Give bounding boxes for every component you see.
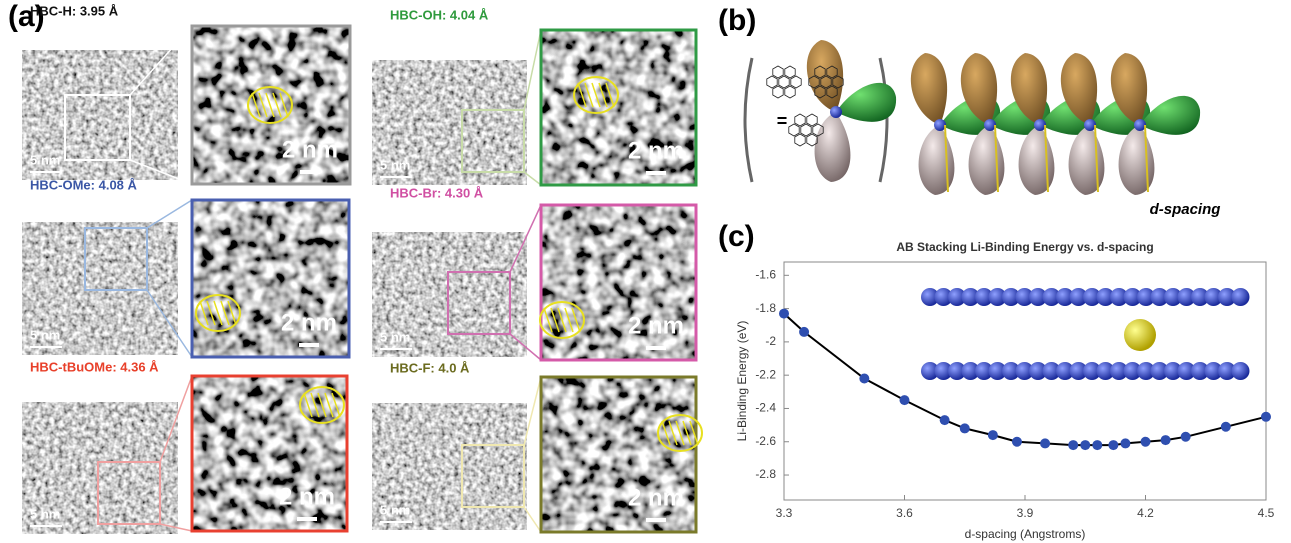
data-point [1080,440,1090,450]
x-tick-label: 4.5 [1258,506,1275,520]
molecule-ring [801,124,811,136]
data-point [1068,440,1078,450]
data-point [1181,432,1191,442]
y-tick-label: -2 [765,334,776,348]
molecule-ring [791,76,801,88]
y-axis-title: Li-Binding Energy (eV) [735,321,749,442]
data-point [940,415,950,425]
molecule-ring [785,66,795,78]
data-point [1120,438,1130,448]
molecule-ring [779,76,789,88]
scale-label: 5 nm [380,329,410,344]
data-point [1092,440,1102,450]
chart: AB Stacking Li-Binding Energy vs. d-spac… [735,240,1274,541]
data-point [779,309,789,319]
scale-label: 2 nm [628,137,684,164]
x-tick-label: 3.9 [1017,506,1034,520]
y-tick-label: -2.4 [755,401,776,415]
scale-label: 2 nm [628,484,684,511]
inset-atom [1232,288,1250,306]
scale-label: 2 nm [281,309,337,336]
data-point [1012,437,1022,447]
scale-label: 2 nm [628,312,684,339]
molecule-ring [795,134,805,146]
inset-atom [1232,362,1250,380]
svg-text:=: = [777,111,788,131]
molecule-ring [807,114,817,126]
data-point [1141,437,1151,447]
molecule-ring [789,124,799,136]
molecule-ring [807,134,817,146]
y-tick-label: -2.2 [755,367,776,381]
spacing-label: d-spacing [1150,201,1221,218]
y-tick-label: -2.8 [755,467,776,481]
y-tick-label: -2.6 [755,434,776,448]
data-point [1108,440,1118,450]
molecule-ring [767,76,777,88]
scale-label: 5 nm [30,506,60,521]
data-point [900,395,910,405]
molecule-panel: = d-spacing [745,40,1220,218]
data-point [1261,412,1271,422]
x-tick-label: 3.6 [896,506,913,520]
data-point [1221,422,1231,432]
data-point [1161,435,1171,445]
panel-label: (c) [718,220,755,253]
x-tick-label: 4.2 [1137,506,1154,520]
scale-label: 5 nm [30,327,60,342]
inset-li-atom [1124,319,1156,351]
chart-title: AB Stacking Li-Binding Energy vs. d-spac… [896,240,1153,254]
scale-label: 5 nm [380,502,410,517]
sample-label: HBC-F: 4.0 Å [390,360,470,375]
x-axis-title: d-spacing (Angstroms) [965,527,1086,541]
sample-label: HBC-H: 3.95 Å [30,3,119,18]
panel-label: (b) [718,4,756,37]
data-point [799,327,809,337]
data-point [859,374,869,384]
scale-label: 2 nm [282,136,338,163]
y-tick-label: -1.8 [755,301,776,315]
molecule-ring [773,86,783,98]
sample-label: HBC-OMe: 4.08 Å [30,177,138,192]
figure: (a) (b) (c) HBC-H: 3.95 Å5 nm2 nmHBC-OMe… [0,0,1291,543]
molecule-ring [785,86,795,98]
molecule-ring [773,66,783,78]
sample-label: HBC-Br: 4.30 Å [390,185,484,200]
sample-label: HBC-OH: 4.04 Å [390,7,489,22]
sample-label: HBC-tBuOMe: 4.36 Å [30,359,159,374]
data-point [1040,438,1050,448]
scale-label: 5 nm [380,157,410,172]
scale-label: 5 nm [30,152,60,167]
y-tick-label: -1.6 [755,267,776,281]
data-point [960,423,970,433]
tem-panel: HBC-H: 3.95 Å 5 nm 2 nm HBC-OMe: 4.08 Å 5 nm… [22,3,702,534]
scale-label: 2 nm [279,483,335,510]
molecule-ring [795,114,805,126]
data-point [988,430,998,440]
x-tick-label: 3.3 [776,506,793,520]
